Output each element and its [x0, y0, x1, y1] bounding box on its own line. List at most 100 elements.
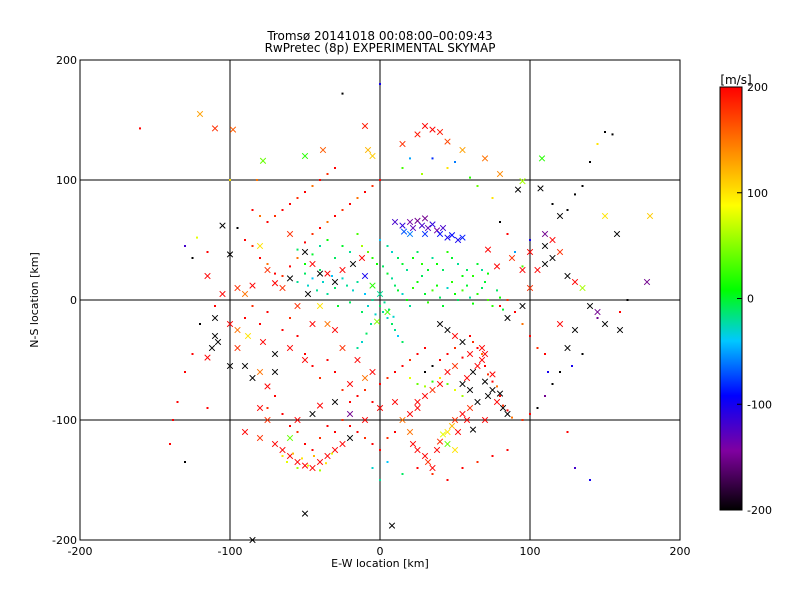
y-tick-label-1: -100 — [52, 414, 77, 427]
data-point-x-103 — [436, 438, 444, 445]
data-point-dot-61 — [409, 305, 411, 307]
data-point-dot-47 — [184, 461, 186, 463]
data-point-dot-143 — [487, 272, 489, 275]
data-point-dot-76 — [466, 284, 468, 287]
data-point-x-189 — [219, 290, 226, 298]
data-point-dot-200 — [313, 455, 315, 457]
data-point-dot-39 — [206, 251, 209, 253]
data-point-x-126 — [493, 398, 501, 406]
data-point-dot-27 — [626, 299, 629, 301]
data-point-x-193 — [234, 326, 241, 334]
data-point-dot-228 — [319, 179, 321, 181]
data-point-dot-156 — [281, 329, 284, 331]
data-point-dot-88 — [367, 305, 369, 307]
data-point-dot-237 — [506, 299, 509, 301]
data-point-dot-50 — [361, 245, 363, 247]
data-point-x-84 — [226, 362, 234, 370]
data-point-dot-227 — [311, 185, 314, 187]
data-point-dot-44 — [176, 401, 179, 403]
data-point-dot-240 — [529, 335, 531, 337]
data-point-x-143 — [414, 404, 421, 412]
data-point-x-94 — [376, 404, 384, 412]
data-point-dot-265 — [439, 377, 441, 379]
data-point-x-88 — [294, 416, 301, 424]
x-tick-label-1: -100 — [218, 545, 243, 558]
data-point-dot-211 — [289, 265, 291, 268]
data-point-x-68 — [249, 282, 256, 289]
data-point-dot-243 — [547, 371, 549, 373]
data-point-x-202 — [369, 368, 376, 376]
data-point-x-181 — [519, 266, 526, 274]
data-point-dot-104 — [307, 284, 309, 287]
data-point-dot-80 — [481, 287, 483, 289]
data-point-dot-255 — [491, 380, 494, 383]
colorbar: [m/s] 200 100 0 -100 -200 — [719, 73, 772, 517]
data-point-x-139 — [444, 368, 451, 376]
x-tick-label-2: 0 — [377, 545, 384, 558]
data-point-x-124 — [484, 392, 492, 400]
data-point-dot-93 — [349, 301, 351, 304]
data-point-x-30 — [406, 218, 414, 226]
data-point-x-82 — [264, 383, 271, 390]
data-point-dot-113 — [401, 341, 404, 343]
data-point-x-166 — [526, 284, 534, 292]
data-point-dot-91 — [356, 281, 359, 283]
data-point-x-133 — [466, 350, 474, 358]
data-point-x-54 — [324, 270, 331, 277]
data-point-dot-230 — [334, 167, 336, 169]
data-point-dot-19 — [551, 203, 554, 205]
data-point-dot-52 — [371, 257, 374, 259]
data-point-dot-137 — [457, 263, 459, 265]
data-point-dot-8 — [431, 157, 434, 160]
data-point-x-144 — [406, 410, 414, 418]
data-point-dot-64 — [421, 275, 423, 277]
data-point-dot-247 — [529, 413, 531, 415]
data-point-x-179 — [556, 320, 564, 328]
data-point-x-12 — [429, 126, 436, 133]
data-point-dot-32 — [559, 371, 561, 373]
grid-lines — [80, 60, 680, 540]
data-point-x-57 — [349, 260, 357, 268]
data-point-x-200 — [346, 380, 354, 388]
data-point-dot-68 — [436, 284, 438, 287]
data-point-dot-190 — [371, 443, 374, 445]
data-point-dot-49 — [356, 233, 359, 235]
data-point-dot-14 — [499, 221, 501, 223]
data-point-dot-142 — [481, 269, 483, 271]
data-point-x-28 — [391, 218, 399, 226]
data-point-x-174 — [586, 302, 594, 310]
data-point-x-192 — [226, 320, 234, 328]
data-point-dot-213 — [304, 241, 306, 244]
y-tick-label-3: 100 — [56, 174, 77, 187]
data-point-dot-96 — [337, 305, 339, 307]
data-point-dot-141 — [476, 263, 479, 265]
data-point-dot-120 — [388, 308, 390, 311]
data-point-dot-131 — [427, 269, 429, 271]
data-point-x-79 — [241, 362, 249, 370]
data-point-x-95 — [391, 398, 399, 406]
data-point-x-48 — [226, 251, 234, 258]
data-point-dot-128 — [412, 257, 414, 259]
data-point-dot-236 — [499, 305, 501, 307]
data-point-dot-10 — [454, 161, 456, 163]
data-point-x-157 — [346, 434, 354, 442]
data-point-dot-84 — [496, 289, 498, 292]
data-point-x-161 — [388, 522, 396, 529]
data-point-dot-11 — [469, 176, 471, 179]
data-point-x-34 — [421, 215, 429, 222]
data-point-x-21 — [537, 185, 544, 192]
data-point-dot-152 — [266, 311, 269, 313]
data-point-x-130 — [489, 371, 496, 378]
data-point-x-76 — [214, 338, 222, 346]
data-point-x-129 — [504, 410, 511, 418]
data-point-x-163 — [286, 434, 294, 442]
data-point-x-70 — [304, 290, 312, 298]
data-point-dot-199 — [307, 464, 309, 467]
data-point-dot-67 — [431, 289, 434, 292]
data-point-x-16 — [481, 155, 489, 162]
data-point-dot-157 — [289, 317, 291, 319]
data-point-x-4 — [301, 152, 309, 160]
data-point-x-199 — [309, 320, 316, 328]
data-point-dot-258 — [502, 404, 504, 407]
data-point-x-145 — [399, 416, 406, 424]
